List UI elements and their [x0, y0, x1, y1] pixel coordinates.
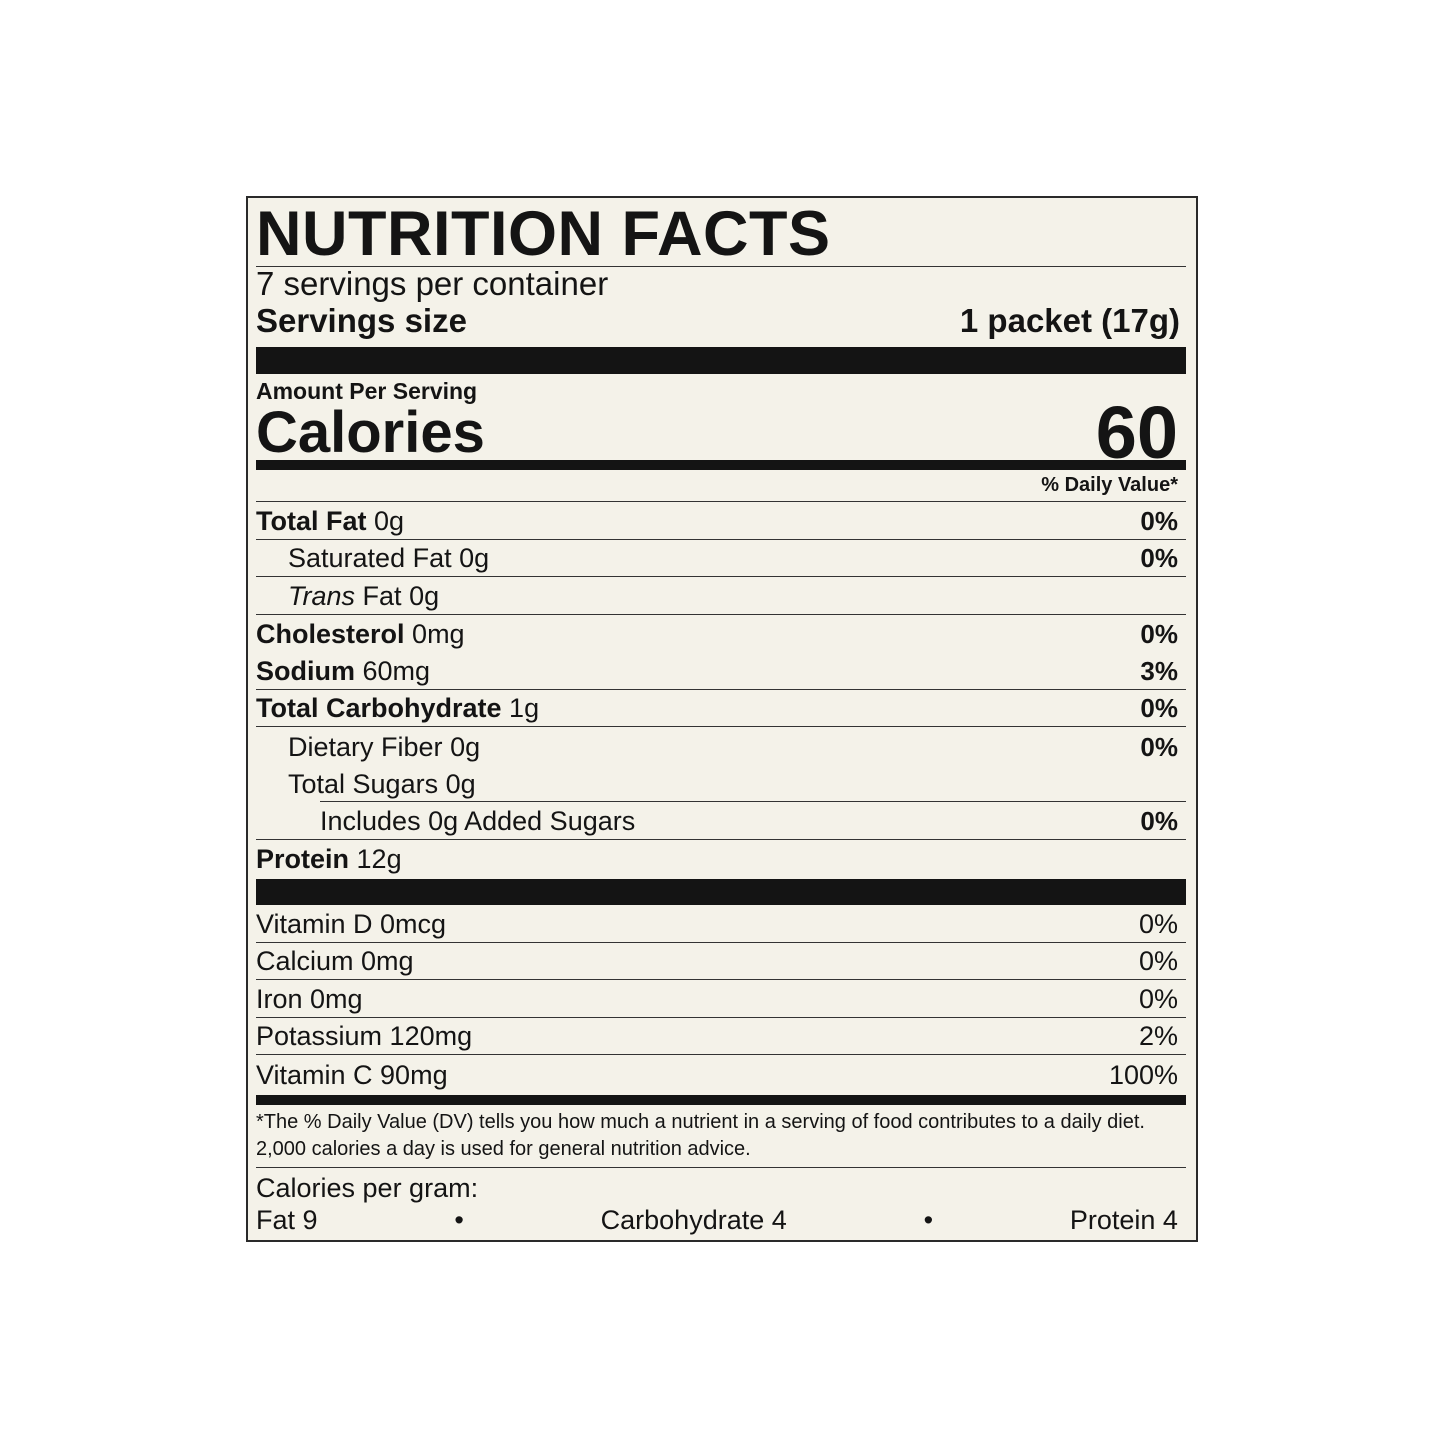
- nutrient-row-dietary-fiber: Dietary Fiber 0g 0%: [256, 727, 1186, 765]
- nutrient-amount: 0g: [374, 505, 405, 536]
- nutrient-row-protein: Protein 12g: [256, 840, 1186, 878]
- nutrient-name: Trans: [288, 580, 356, 611]
- micronutrient-dv: 0%: [1138, 983, 1178, 1014]
- nutrient-row-sodium: Sodium 60mg 3%: [256, 652, 1186, 690]
- medium-divider: [256, 1094, 1186, 1105]
- micronutrient-name: Vitamin D 0mcg: [256, 908, 447, 939]
- nutrient-dv: 3%: [1140, 655, 1178, 686]
- nutrient-name: Total Sugars: [288, 769, 439, 799]
- nutrient-name: Total Fat: [256, 505, 367, 536]
- micronutrient-dv: 2%: [1138, 1021, 1178, 1051]
- serving-size-label: Servings size: [256, 302, 467, 339]
- micronutrient-dv: 0%: [1138, 908, 1178, 939]
- micronutrient-name: Iron 0mg: [256, 983, 363, 1014]
- nutrient-dv: 0%: [1140, 543, 1178, 573]
- carbohydrate-calories: Carbohydrate 4: [600, 1204, 787, 1235]
- nutrient-amount: 0g: [445, 769, 476, 799]
- nutrient-dv: 0%: [1140, 731, 1178, 762]
- nutrition-facts-label: NUTRITION FACTS 7 servings per container…: [246, 196, 1198, 1242]
- micronutrient-dv: 0%: [1138, 946, 1178, 976]
- nutrient-row-added-sugars: Includes 0g Added Sugars 0%: [256, 802, 1186, 840]
- nutrient-row-total-carbohydrate: Total Carbohydrate 1g 0%: [256, 690, 1186, 727]
- nutrient-dv: 0%: [1140, 505, 1178, 536]
- calories-per-gram-row: Fat 9 • Carbohydrate 4 • Protein 4: [256, 1204, 1186, 1236]
- micronutrient-row: Potassium 120mg 2%: [256, 1018, 1186, 1055]
- nutrient-amount: 1g: [509, 693, 540, 723]
- protein-calories: Protein 4: [1069, 1204, 1178, 1235]
- calories-label: Calories: [256, 400, 485, 465]
- nutrient-row-total-sugars: Total Sugars 0g: [256, 765, 1186, 802]
- nutrient-row-saturated-fat: Saturated Fat 0g 0%: [256, 540, 1186, 577]
- micronutrient-row: Vitamin D 0mcg 0%: [256, 905, 1186, 943]
- medium-divider: [256, 460, 1186, 470]
- micronutrient-name: Calcium 0mg: [256, 946, 414, 976]
- micronutrient-name: Potassium 120mg: [256, 1021, 473, 1051]
- nutrient-dv: 0%: [1140, 693, 1178, 723]
- nutrient-name: Sodium: [256, 655, 355, 686]
- nutrient-name: Saturated Fat: [288, 543, 452, 573]
- calories-per-gram-label: Calories per gram:: [256, 1172, 479, 1203]
- nutrient-amount: 0g: [459, 543, 490, 573]
- nutrient-name: Protein: [256, 844, 350, 874]
- daily-value-header: % Daily Value*: [256, 470, 1186, 502]
- serving-size-row: Servings size 1 packet (17g): [256, 301, 1186, 341]
- nutrient-dv: 0%: [1140, 805, 1178, 836]
- thick-divider: [256, 347, 1186, 374]
- nutrient-name-suffix: Fat: [362, 580, 402, 611]
- calories-value: 60: [1095, 391, 1178, 474]
- serving-size-value: 1 packet (17g): [959, 302, 1180, 339]
- thick-divider: [256, 879, 1186, 905]
- micronutrient-row: Vitamin C 90mg 100%: [256, 1055, 1186, 1093]
- nutrient-amount: 0mg: [412, 619, 465, 649]
- nutrient-name: Total Carbohydrate: [256, 693, 502, 723]
- nutrient-name: Cholesterol: [256, 619, 405, 649]
- nutrient-amount: 0g: [450, 731, 481, 762]
- nutrient-amount: 60mg: [362, 655, 431, 686]
- nutrient-amount: 12g: [356, 844, 402, 874]
- amount-per-serving: Amount Per Serving: [256, 378, 478, 404]
- nutrient-amount: 0g: [409, 580, 440, 611]
- nutrient-dv: 0%: [1140, 619, 1178, 649]
- micronutrient-row: Calcium 0mg 0%: [256, 943, 1186, 980]
- micronutrient-row: Iron 0mg 0%: [256, 980, 1186, 1018]
- calories-row: Calories 60: [256, 391, 1186, 474]
- nutrient-name: Dietary Fiber: [288, 731, 443, 762]
- bullet-separator: •: [923, 1204, 934, 1235]
- nutrient-row-total-fat: Total Fat 0g 0%: [256, 502, 1186, 540]
- daily-value-footnote: *The % Daily Value (DV) tells you how mu…: [256, 1105, 1186, 1168]
- bullet-separator: •: [454, 1204, 464, 1235]
- micronutrient-dv: 100%: [1108, 1059, 1178, 1090]
- indented-divider: [320, 801, 1186, 802]
- servings-per-container: 7 servings per container: [256, 265, 609, 302]
- fat-calories: Fat 9: [256, 1204, 318, 1235]
- micronutrient-name: Vitamin C 90mg: [256, 1059, 448, 1090]
- nutrient-row-trans-fat: Trans Fat 0g: [256, 577, 1186, 615]
- nutrient-row-cholesterol: Cholesterol 0mg 0%: [256, 615, 1186, 653]
- nutrient-name: Includes 0g Added Sugars: [320, 805, 636, 836]
- label-title: NUTRITION FACTS: [256, 202, 1186, 267]
